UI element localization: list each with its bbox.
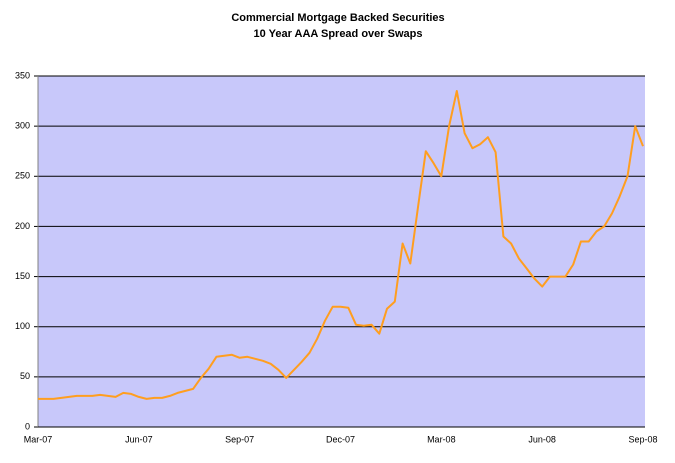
y-tick-label: 150	[15, 271, 30, 281]
series-line	[38, 90, 644, 400]
y-tick-label: 100	[15, 321, 30, 331]
y-tick-label: 350	[15, 70, 30, 80]
x-tick-label: Sep-07	[225, 434, 254, 444]
y-tick-label: 200	[15, 221, 30, 231]
y-tick-label: 300	[15, 121, 30, 131]
y-tick-label: 250	[15, 171, 30, 181]
x-tick-label: Jun-07	[125, 434, 153, 444]
y-tick-label: 50	[20, 371, 30, 381]
chart-title: Commercial Mortgage Backed Securities	[231, 12, 444, 24]
x-tick-label: Jun-08	[528, 434, 556, 444]
x-tick-label: Dec-07	[326, 434, 355, 444]
x-tick-label: Sep-08	[628, 434, 657, 444]
x-tick-label: Mar-07	[24, 434, 53, 444]
chart-subtitle: 10 Year AAA Spread over Swaps	[254, 28, 423, 40]
plot-area	[38, 76, 645, 427]
y-tick-label: 0	[25, 421, 30, 431]
x-tick-label: Mar-08	[427, 434, 456, 444]
